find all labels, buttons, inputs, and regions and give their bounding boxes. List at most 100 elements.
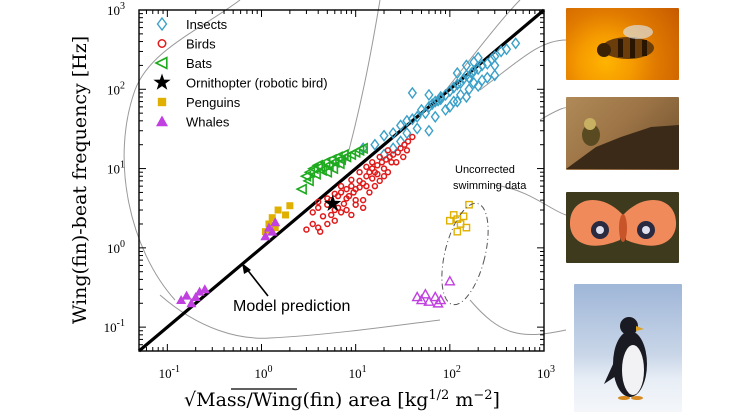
uncorrected-ellipse — [441, 202, 489, 306]
y-tick-label: 101 — [107, 160, 125, 177]
birds-point — [376, 177, 383, 185]
y-tick-label: 100 — [107, 239, 125, 256]
whales-point — [181, 290, 192, 300]
legend-label-penguins: Penguins — [186, 95, 241, 110]
birds-point — [337, 209, 345, 216]
legend-marker-whales — [156, 115, 168, 127]
birds-point — [348, 176, 355, 184]
whales-point — [186, 298, 197, 308]
birds-point — [316, 228, 324, 235]
series-bats — [295, 142, 368, 195]
birds-point — [359, 204, 367, 212]
legend-label-whales: Whales — [186, 115, 230, 130]
insects-point — [424, 100, 434, 114]
birds-point — [363, 182, 370, 190]
birds-point — [324, 220, 331, 228]
insects-point — [416, 103, 427, 117]
insects-point — [490, 59, 500, 72]
y-tick-label: 10-1 — [104, 318, 125, 335]
insects-point — [473, 62, 483, 76]
birds-point — [366, 189, 373, 196]
x-axis-title: √Mass/Wing(fin) area [kg1/2 m−2] — [184, 388, 500, 411]
birds-point — [352, 196, 359, 204]
x-tick-label: 103 — [537, 364, 555, 381]
penguins-swimming-point — [465, 200, 473, 209]
insects-point — [388, 126, 398, 140]
model-arrow-line — [245, 267, 269, 297]
birds-point — [348, 182, 355, 190]
insects-point — [449, 81, 459, 94]
birds-point — [350, 189, 357, 196]
birds-point — [380, 173, 388, 180]
insects-point — [464, 83, 474, 96]
birds-point — [331, 190, 339, 198]
whales-swimming-point — [415, 294, 428, 305]
x-tick-label: 10-1 — [159, 364, 180, 381]
series-insects — [358, 37, 521, 161]
birds-point — [363, 163, 370, 171]
bee-icon — [597, 25, 654, 59]
whales-point — [260, 231, 271, 241]
birds-point — [359, 196, 367, 204]
birds-point — [369, 175, 376, 182]
birds-point — [380, 165, 388, 172]
insects-point — [412, 110, 422, 123]
bats-point — [299, 170, 312, 183]
legend: Insects Birds Bats Ornithopter (robotic bir… — [153, 16, 328, 130]
birds-point — [397, 145, 404, 152]
insects-point — [482, 71, 492, 84]
insects-point — [477, 59, 487, 72]
insects-point — [395, 119, 406, 132]
insects-point — [490, 69, 500, 82]
insects-point — [379, 129, 389, 142]
callout-curve-whales — [123, 0, 241, 301]
penguins-swimming-point — [459, 212, 468, 221]
birds-point — [371, 182, 379, 190]
bee-photo — [566, 8, 679, 80]
whales-point — [194, 286, 205, 296]
birds-point — [327, 211, 335, 219]
birds-point — [409, 133, 416, 141]
bats-point — [309, 168, 321, 180]
birds-point — [331, 217, 339, 224]
insects-point — [388, 142, 398, 155]
y-tick-label: 103 — [107, 1, 125, 18]
insects-point — [440, 103, 451, 117]
whales-swimming-point — [444, 275, 456, 286]
birds-point — [394, 149, 402, 156]
birds-point — [314, 198, 322, 206]
birds-point — [374, 162, 381, 169]
legend-label-insects: Insects — [186, 17, 228, 32]
birds-point — [393, 159, 400, 166]
bats-point — [333, 157, 345, 170]
series-whales — [176, 217, 456, 308]
whales-swimming-point — [419, 288, 432, 299]
birds-point — [403, 147, 411, 154]
birds-point — [371, 168, 379, 176]
legend-label-ornithopter: Ornithopter (robotic bird) — [186, 76, 328, 91]
fly-icon — [566, 118, 679, 169]
insects-point — [461, 59, 472, 72]
legend-label-birds: Birds — [186, 37, 216, 52]
insects-point — [424, 88, 434, 102]
moth-icon — [569, 200, 677, 246]
birds-point — [337, 189, 345, 196]
birds-point — [363, 173, 370, 180]
series-ornithopter — [324, 194, 342, 211]
axis-ticks: 10-1 100 101 102 103 10-1 100 101 102 103 — [104, 1, 555, 381]
whales-swimming-point — [435, 294, 447, 305]
birds-point — [369, 159, 376, 166]
ornithopter-point — [324, 194, 342, 211]
insects-point — [469, 76, 479, 90]
model-arrow-head — [242, 263, 251, 274]
fly-photo — [566, 97, 679, 170]
penguins-swimming-point — [445, 216, 454, 225]
insects-point — [407, 112, 417, 126]
birds-point — [376, 153, 383, 161]
insects-point — [427, 97, 437, 111]
whales-swimming-point — [432, 297, 444, 308]
whales-point — [199, 284, 210, 294]
insects-point — [455, 76, 466, 90]
bats-point — [295, 183, 307, 195]
